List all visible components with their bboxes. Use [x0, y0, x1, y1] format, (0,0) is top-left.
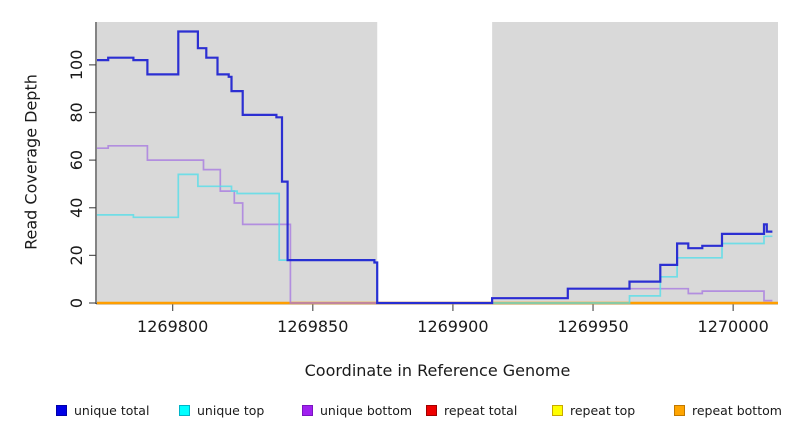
y-tick-label: 100 — [67, 50, 86, 81]
legend-label-repeat-total: repeat total — [444, 402, 518, 418]
x-tick-label: 1269900 — [417, 317, 488, 336]
y-tick-label: 80 — [67, 102, 86, 122]
x-tick-label: 1270000 — [698, 317, 769, 336]
repeat-total-swatch-icon — [426, 404, 437, 416]
legend-item-repeat-bottom: repeat bottom — [674, 402, 782, 418]
x-tick-label: 1269800 — [137, 317, 208, 336]
legend: unique total unique top unique bottom repea… — [0, 402, 792, 422]
coverage-panel — [97, 22, 378, 305]
x-axis-title: Coordinate in Reference Genome — [304, 361, 571, 380]
y-tick-label: 60 — [67, 150, 86, 170]
y-tick-label: 20 — [67, 245, 86, 265]
coverage-panel — [492, 22, 778, 305]
legend-label-repeat-top: repeat top — [570, 402, 636, 418]
x-tick-label: 1269850 — [277, 317, 348, 336]
legend-item-repeat-total: repeat total — [426, 402, 517, 418]
legend-item-unique-bottom: unique bottom — [302, 402, 412, 418]
legend-label-unique-bottom: unique bottom — [320, 402, 413, 418]
series-unique-bottom — [97, 144, 773, 304]
legend-label-repeat-bottom: repeat bottom — [692, 402, 782, 418]
x-tick-label: 1269950 — [557, 317, 628, 336]
legend-label-unique-top: unique top — [197, 402, 265, 418]
unique-top-swatch-icon — [179, 404, 190, 416]
unique-total-swatch-icon — [56, 404, 67, 416]
y-tick-label: 0 — [67, 298, 86, 308]
y-axis-title: Read Coverage Depth — [21, 74, 41, 250]
legend-item-repeat-top: repeat top — [552, 402, 635, 418]
unique-bottom-swatch-icon — [302, 404, 313, 416]
legend-label-unique-total: unique total — [74, 402, 150, 418]
repeat-top-swatch-icon — [552, 404, 563, 416]
legend-item-unique-top: unique top — [179, 402, 264, 418]
legend-item-unique-total: unique total — [56, 402, 149, 418]
repeat-bottom-swatch-icon — [674, 404, 685, 416]
series-unique-total — [97, 30, 773, 305]
y-tick-label: 40 — [67, 198, 86, 218]
